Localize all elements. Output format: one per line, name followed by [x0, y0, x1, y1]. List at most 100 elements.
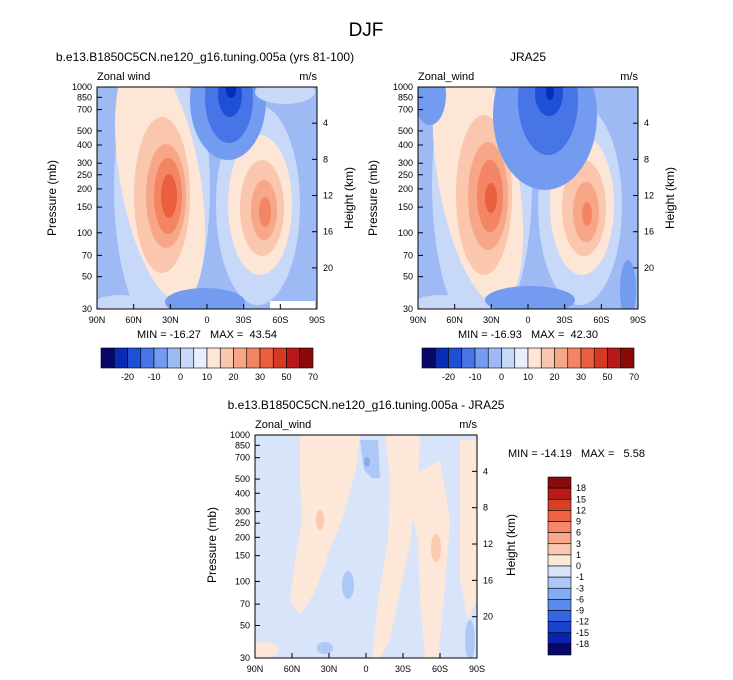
y-tick-label: 30: [240, 653, 250, 663]
labelbar-label: 12: [576, 505, 586, 515]
labelbar-box: [527, 347, 542, 369]
labelbar-box: [567, 347, 582, 369]
labelbar-label: -10: [468, 372, 481, 382]
labelbar-box: [140, 347, 155, 369]
y-tick-label: 300: [398, 158, 413, 168]
panel-model-y2label: Height (km): [342, 167, 356, 229]
labelbar-box: [166, 347, 181, 369]
y-tick-label: 1000: [230, 430, 250, 440]
y-tick-label: 30: [82, 304, 92, 314]
labelbar-label: 3: [576, 539, 581, 549]
labelbar-box: [547, 565, 572, 578]
y2-tick-label: 20: [644, 263, 654, 273]
labelbar-box: [501, 347, 516, 369]
y-tick-label: 700: [77, 105, 92, 115]
panel-obs-y2ticks: 4 8 12 16 20: [633, 118, 654, 273]
y-tick-label: 70: [403, 250, 413, 260]
x-tick-label: 60S: [272, 315, 288, 325]
panel-obs-title: JRA25: [510, 50, 546, 64]
x-tick-label: 30S: [236, 315, 252, 325]
labelbar-box: [547, 521, 572, 533]
labelbar-box: [547, 610, 572, 622]
y-tick-label: 400: [235, 488, 250, 498]
labelbar-box: [421, 347, 436, 369]
labelbar-label: 20: [549, 372, 559, 382]
y2-tick-label: 20: [483, 612, 493, 622]
panel-model: b.e13.B1850C5CN.ne120_g16.tuning.005a (y…: [45, 50, 356, 382]
panel-model-left-label: Zonal wind: [97, 71, 150, 83]
x-tick-label: 0: [525, 315, 530, 325]
panel-diff-y2ticks: 4 8 12 16 20: [472, 466, 493, 622]
y-tick-label: 200: [77, 184, 92, 194]
x-tick-label: 90S: [309, 315, 325, 325]
x-tick-label: 90S: [469, 664, 485, 674]
y-tick-label: 850: [77, 92, 92, 102]
panel-obs: JRA25 Zonal_wind m/s 90N 60N 30N 0 3: [366, 50, 677, 382]
labelbar-box: [547, 643, 572, 656]
panel-diff-left-label: Zonal_wind: [255, 419, 311, 431]
y-tick-label: 850: [398, 92, 413, 102]
y-tick-label: 400: [77, 140, 92, 150]
y2-tick-label: 16: [323, 227, 333, 237]
labelbar-box: [547, 554, 572, 567]
labelbar-box: [153, 347, 168, 369]
x-tick-label: 30N: [321, 664, 338, 674]
y2-tick-label: 12: [644, 191, 654, 201]
labelbar-box: [547, 498, 572, 511]
labelbar-label: 0: [499, 372, 504, 382]
labelbar-box: [233, 347, 248, 369]
labelbar-box: [259, 347, 274, 369]
y-tick-label: 850: [235, 440, 250, 450]
x-tick-label: 0: [363, 664, 368, 674]
labelbar-box: [448, 347, 463, 369]
labelbar-label: 0: [178, 372, 183, 382]
panel-diff: b.e13.B1850C5CN.ne120_g16.tuning.005a - …: [205, 398, 645, 674]
x-tick-label: 90N: [410, 315, 427, 325]
y-tick-label: 50: [403, 272, 413, 282]
labelbar-box: [547, 576, 572, 589]
labelbar-label: 18: [576, 483, 586, 493]
y-tick-label: 100: [235, 576, 250, 586]
y-tick-label: 400: [398, 140, 413, 150]
y-tick-label: 200: [235, 532, 250, 542]
labelbar-obs: -20 -10 0 10 20 30 50 70: [421, 347, 639, 382]
labelbar-label: -3: [576, 583, 584, 593]
y-tick-label: 100: [77, 228, 92, 238]
y2-tick-label: 4: [323, 118, 328, 128]
labelbar-label: 9: [576, 517, 581, 527]
panel-diff-y2label: Height (km): [504, 514, 518, 576]
labelbar-box: [219, 347, 234, 369]
labelbar-label: 20: [228, 372, 238, 382]
labelbar-box: [593, 347, 608, 369]
labelbar-box: [113, 347, 128, 369]
labelbar-label: -20: [121, 372, 134, 382]
labelbar-box: [272, 347, 287, 369]
panel-model-units: m/s: [299, 71, 317, 83]
y-tick-label: 1000: [393, 82, 413, 92]
panel-obs-stats: MIN = -16.93 MAX = 42.30: [458, 329, 598, 341]
x-tick-label: 60S: [432, 664, 448, 674]
labelbar-box: [127, 347, 142, 369]
y-tick-label: 250: [77, 170, 92, 180]
labelbar-box: [547, 621, 572, 634]
figure-title: DJF: [349, 20, 384, 41]
y-tick-label: 500: [77, 126, 92, 136]
y-tick-label: 300: [235, 507, 250, 517]
panel-diff-units: m/s: [459, 419, 477, 431]
y-tick-label: 100: [398, 228, 413, 238]
labelbar-label: 0: [576, 561, 581, 571]
labelbar-box: [607, 347, 622, 369]
labelbar-box: [547, 532, 572, 545]
panel-diff-title: b.e13.B1850C5CN.ne120_g16.tuning.005a - …: [228, 398, 505, 412]
y2-tick-label: 8: [323, 154, 328, 164]
labelbar-box: [554, 347, 569, 369]
panel-obs-y2label: Height (km): [663, 167, 677, 229]
x-tick-label: 30S: [395, 664, 411, 674]
labelbar-box: [100, 347, 115, 369]
x-tick-label: 90N: [247, 664, 264, 674]
labelbar-label: 70: [308, 372, 318, 382]
labelbar-box: [547, 487, 572, 500]
